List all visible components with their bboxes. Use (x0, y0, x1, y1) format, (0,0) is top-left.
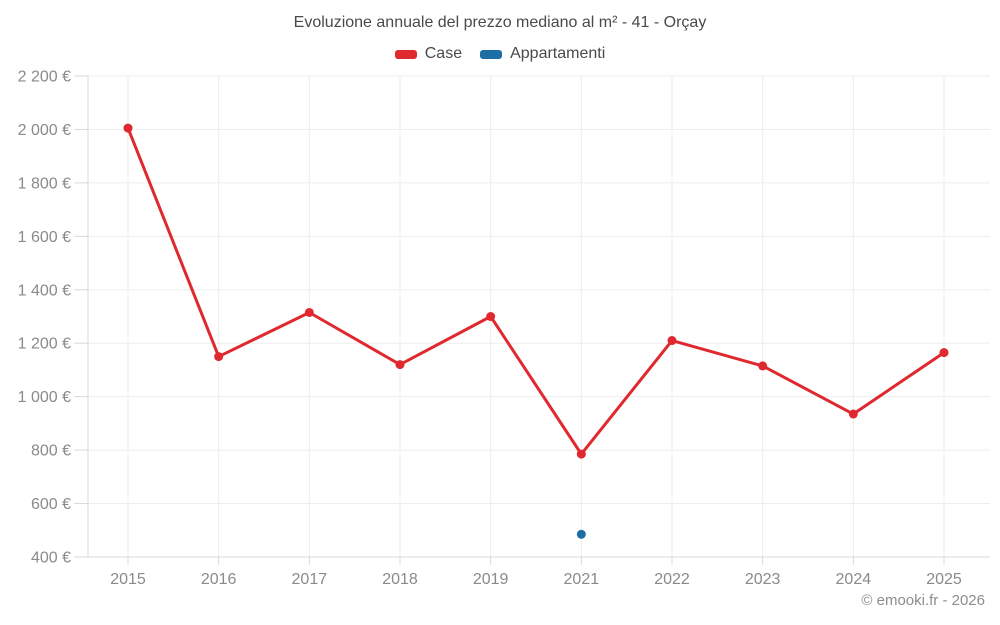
x-axis-label: 2017 (292, 571, 328, 588)
x-axis-label: 2022 (654, 571, 690, 588)
x-axis-label: 2015 (110, 571, 146, 588)
case-point[interactable] (395, 360, 405, 370)
x-axis-label: 2019 (473, 571, 509, 588)
y-axis-label: 1 000 € (18, 389, 71, 406)
case-point[interactable] (848, 409, 858, 419)
y-axis-label: 1 200 € (18, 336, 71, 353)
copyright: © emooki.fr - 2026 (861, 592, 985, 609)
case-point[interactable] (576, 449, 586, 459)
case-point[interactable] (486, 312, 496, 321)
appartamenti-legend-swatch-icon (480, 49, 503, 59)
legend-label-appartamenti: Appartamenti (510, 45, 606, 62)
y-axis-label: 1 600 € (18, 229, 71, 246)
legend-item-case[interactable]: Case (394, 45, 463, 63)
y-axis-label: 600 € (31, 496, 71, 513)
chart-legend: Case Appartamenti (0, 45, 1000, 63)
x-axis-label: 2024 (836, 571, 872, 588)
case-line (126, 126, 946, 456)
x-axis-label: 2021 (564, 571, 600, 588)
case-legend-swatch-icon (394, 49, 417, 59)
case-point[interactable] (758, 361, 768, 371)
x-axis-label: 2023 (745, 571, 781, 588)
x-axis-label: 2016 (201, 571, 237, 588)
case-point[interactable] (214, 352, 224, 362)
case-point[interactable] (667, 336, 677, 346)
y-axis-label: 400 € (31, 550, 71, 567)
appartamenti-point[interactable] (576, 529, 586, 539)
case-point[interactable] (123, 123, 133, 133)
y-axis-label: 1 400 € (18, 282, 71, 299)
y-axis-label: 2 000 € (18, 122, 71, 139)
y-axis-label: 800 € (31, 443, 71, 460)
legend-label-case: Case (424, 45, 463, 62)
x-axis-label: 2025 (926, 571, 962, 588)
case-point[interactable] (304, 307, 314, 317)
chart-title: Evoluzione annuale del prezzo mediano al… (293, 14, 707, 31)
x-axis-label: 2018 (382, 571, 418, 588)
case-point[interactable] (939, 348, 949, 358)
legend-item-appartamenti[interactable]: Appartamenti (480, 45, 605, 63)
y-axis-label: 1 800 € (18, 175, 71, 192)
y-axis-label: 2 200 € (18, 69, 71, 86)
